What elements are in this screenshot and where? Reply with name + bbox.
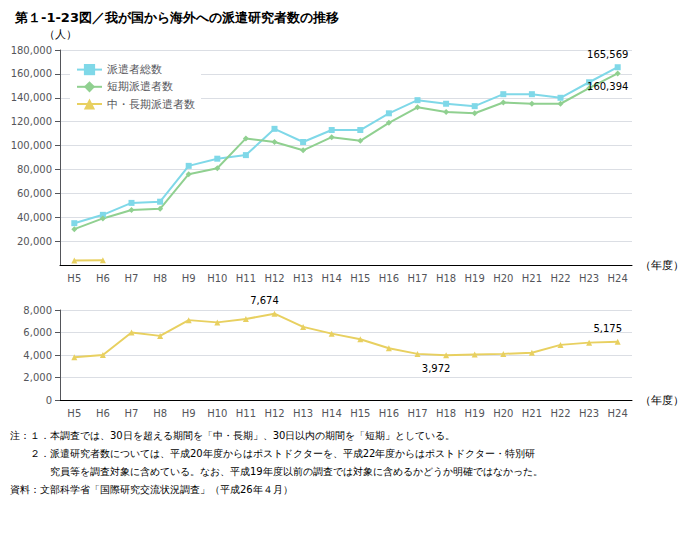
svg-text:80,000: 80,000 [17,164,52,175]
svg-text:0: 0 [46,395,52,406]
svg-text:H20: H20 [493,273,513,284]
svg-text:H23: H23 [579,408,599,419]
svg-text:（年度）: （年度） [640,394,684,407]
svg-text:H20: H20 [493,408,513,419]
svg-text:H17: H17 [407,273,427,284]
svg-text:H23: H23 [579,273,599,284]
svg-text:（年度）: （年度） [640,259,684,272]
svg-text:H11: H11 [236,408,256,419]
svg-text:H24: H24 [608,273,628,284]
svg-text:20,000: 20,000 [17,236,52,247]
svg-text:H7: H7 [125,273,139,284]
svg-text:H18: H18 [436,408,456,419]
svg-text:H6: H6 [96,273,110,284]
svg-text:7,674: 7,674 [250,295,279,306]
svg-text:H18: H18 [436,273,456,284]
svg-text:H10: H10 [207,273,227,284]
svg-text:H13: H13 [293,408,313,419]
svg-text:H15: H15 [350,408,370,419]
svg-text:H21: H21 [522,408,542,419]
svg-text:派遣者総数: 派遣者総数 [107,63,162,76]
svg-text:140,000: 140,000 [11,92,52,103]
svg-text:180,000: 180,000 [11,45,52,56]
svg-text:40,000: 40,000 [17,212,52,223]
svg-text:H12: H12 [264,273,284,284]
svg-text:H21: H21 [522,273,542,284]
svg-text:第１-1-23図／我が国から海外への派遣研究者数の推移: 第１-1-23図／我が国から海外への派遣研究者数の推移 [14,10,339,25]
svg-text:H7: H7 [125,408,139,419]
svg-text:H14: H14 [322,408,342,419]
svg-text:H8: H8 [153,408,167,419]
svg-text:H9: H9 [182,408,196,419]
svg-text:H5: H5 [67,408,81,419]
svg-text:H10: H10 [207,408,227,419]
svg-text:160,000: 160,000 [11,68,52,79]
svg-text:H17: H17 [407,408,427,419]
svg-text:120,000: 120,000 [11,116,52,127]
svg-text:H15: H15 [350,273,370,284]
svg-text:２．派遣研究者数については、平成20年度からはポストドクター: ２．派遣研究者数については、平成20年度からはポストドクターを、平成22年度から… [10,448,535,459]
svg-text:H16: H16 [379,408,399,419]
svg-text:H6: H6 [96,408,110,419]
svg-text:短期派遣者数: 短期派遣者数 [107,80,173,93]
svg-text:H16: H16 [379,273,399,284]
svg-text:H13: H13 [293,273,313,284]
svg-text:2,000: 2,000 [23,372,52,383]
svg-text:H8: H8 [153,273,167,284]
svg-text:H19: H19 [465,273,485,284]
svg-text:中・長期派遣者数: 中・長期派遣者数 [107,98,195,111]
svg-text:H22: H22 [550,273,570,284]
svg-text:6,000: 6,000 [23,327,52,338]
svg-text:H12: H12 [264,408,284,419]
svg-text:注：１．本調査では、30日を超える期間を「中・長期」、30日: 注：１．本調査では、30日を超える期間を「中・長期」、30日以内の期間を「短期」… [10,430,455,441]
svg-text:165,569: 165,569 [587,49,628,60]
svg-text:5,175: 5,175 [593,323,622,334]
svg-text:4,000: 4,000 [23,350,52,361]
svg-text:160,394: 160,394 [587,81,628,92]
svg-text:100,000: 100,000 [11,140,52,151]
svg-text:資料：文部科学省「国際研究交流状況調査」（平成26年４月）: 資料：文部科学省「国際研究交流状況調査」（平成26年４月） [10,484,293,495]
svg-text:H14: H14 [322,273,342,284]
svg-text:H24: H24 [608,408,628,419]
svg-text:（人）: （人） [44,28,77,41]
svg-text:H19: H19 [465,408,485,419]
svg-text:H5: H5 [67,273,81,284]
svg-text:H9: H9 [182,273,196,284]
svg-text:3,972: 3,972 [422,363,451,374]
svg-text:8,000: 8,000 [23,305,52,316]
svg-text:60,000: 60,000 [17,188,52,199]
svg-text:H11: H11 [236,273,256,284]
svg-text:究員等を調査対象に含めている。なお、平成19年度以前の調査で: 究員等を調査対象に含めている。なお、平成19年度以前の調査では対象に含めるかどう… [10,466,543,477]
svg-text:H22: H22 [550,408,570,419]
